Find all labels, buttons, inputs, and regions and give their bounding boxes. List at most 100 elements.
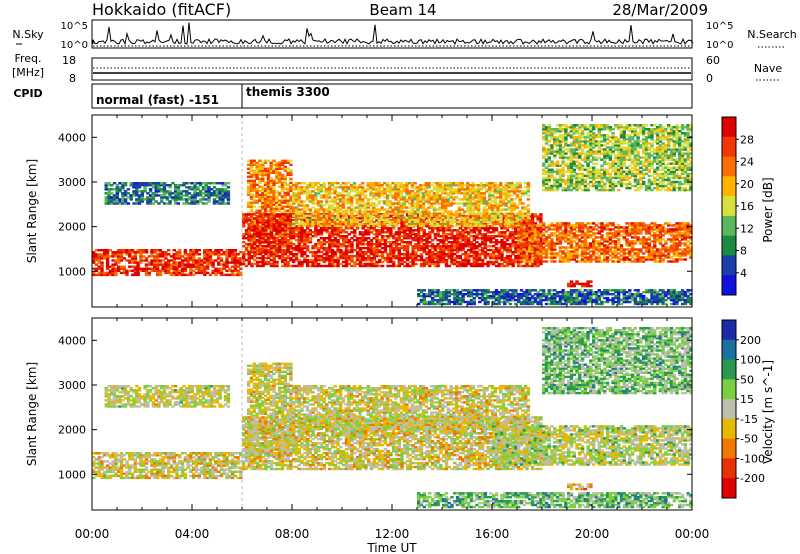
power-cell — [272, 207, 276, 210]
power-cell — [294, 254, 299, 258]
power-cell — [300, 264, 304, 268]
power-cell — [311, 258, 315, 262]
power-cell — [414, 237, 418, 240]
power-cell — [201, 192, 206, 195]
power-cell — [367, 250, 371, 254]
power-cell — [255, 183, 259, 186]
power-cell — [289, 203, 293, 206]
power-cell — [308, 231, 313, 234]
power-cell — [208, 253, 213, 256]
power-cell — [400, 215, 404, 218]
power-cell — [162, 194, 167, 197]
power-cell — [280, 227, 285, 230]
power-cell — [133, 253, 138, 256]
power-cell — [275, 169, 279, 172]
power-cell — [389, 241, 393, 244]
power-cell — [263, 223, 268, 226]
power-cell — [173, 194, 178, 197]
power-cell — [286, 211, 290, 214]
power-cell — [308, 250, 313, 254]
power-cell — [342, 245, 346, 248]
power-cell — [158, 253, 163, 256]
power-cell — [157, 188, 161, 191]
power-cell — [358, 243, 363, 246]
power-cell — [294, 235, 299, 238]
power-cell — [249, 209, 254, 212]
power-cell — [269, 246, 274, 250]
power-cell — [297, 262, 301, 266]
power-cell — [261, 161, 265, 164]
power-cell — [358, 231, 363, 234]
power-cell — [189, 265, 193, 268]
power-cell — [142, 251, 146, 254]
power-cell — [269, 187, 273, 190]
power-cell — [303, 231, 307, 234]
power-cell — [198, 192, 203, 195]
power-cell — [92, 253, 96, 256]
power-cell — [361, 182, 365, 185]
power-cell — [361, 217, 365, 220]
power-cell — [192, 263, 196, 266]
power-cell — [333, 227, 338, 230]
power-cell — [280, 195, 285, 198]
power-cell — [339, 235, 343, 238]
power-cell — [305, 239, 310, 242]
power-cell — [168, 186, 172, 189]
power-cell — [308, 260, 313, 264]
power-cell — [252, 181, 256, 184]
power-cell — [143, 182, 147, 185]
power-cell — [372, 264, 376, 268]
power-cell — [204, 198, 208, 201]
power-cell — [280, 237, 285, 240]
power-cell — [267, 262, 271, 266]
power-cell — [226, 194, 231, 197]
power-cell — [353, 262, 357, 266]
power-cell — [403, 223, 407, 226]
power-cell — [297, 258, 301, 262]
power-cell — [252, 201, 256, 204]
power-cell — [361, 254, 365, 258]
power-cell — [283, 258, 288, 262]
power-cell — [266, 195, 271, 198]
power-cell — [136, 273, 140, 277]
power-cell — [275, 199, 279, 202]
power-cell — [211, 265, 215, 268]
power-cell — [160, 194, 164, 197]
power-cell — [207, 190, 211, 193]
power-cell — [167, 253, 171, 256]
power-cell — [283, 241, 288, 244]
power-cell — [350, 254, 354, 258]
power-cell — [187, 196, 192, 199]
power-cell — [189, 263, 193, 266]
power-cell — [275, 231, 279, 234]
power-cell — [314, 245, 318, 248]
power-cell — [139, 269, 143, 272]
power-cell — [267, 250, 271, 254]
power-cell — [333, 237, 338, 240]
power-cell — [210, 188, 214, 191]
power-cell — [139, 259, 143, 262]
power-cell — [289, 179, 293, 182]
power-cell — [325, 241, 329, 244]
power-cell — [392, 237, 396, 240]
power-cell — [305, 231, 310, 234]
power-cell — [153, 251, 157, 254]
power-cell — [172, 255, 176, 258]
power-cell — [397, 227, 401, 230]
power-cell — [367, 256, 371, 260]
power-cell — [242, 225, 246, 228]
power-cell — [140, 198, 144, 201]
power-cell — [353, 264, 357, 268]
power-cell — [272, 260, 276, 264]
power-cell — [342, 241, 346, 244]
power-cell — [305, 204, 310, 207]
power-cell — [292, 252, 296, 256]
power-cell — [261, 171, 265, 174]
power-cell — [378, 231, 382, 234]
power-cell — [369, 264, 374, 268]
power-cell — [123, 182, 128, 185]
power-cell — [214, 267, 218, 270]
power-cell — [272, 209, 276, 212]
power-cell — [361, 258, 365, 262]
power-cell — [397, 237, 401, 240]
